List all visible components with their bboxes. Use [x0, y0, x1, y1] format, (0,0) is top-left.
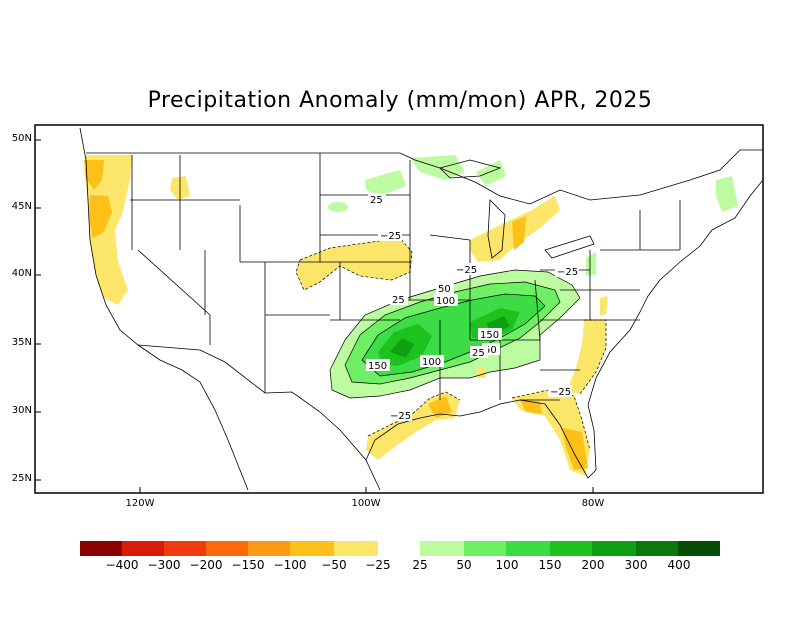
drier-region-panhandle — [520, 400, 542, 414]
colorbar-label: 150 — [538, 558, 562, 572]
colorbar-label: −50 — [321, 558, 347, 572]
colorbar-swatch — [420, 541, 464, 556]
contour-label: 25 — [370, 195, 383, 206]
contour-label: 150 — [368, 361, 387, 372]
anomaly-shading — [84, 155, 738, 476]
lon-tick-label: 100W — [351, 498, 381, 509]
dry-region-virginia-small — [600, 296, 608, 316]
colorbar-swatch — [334, 541, 378, 556]
drier-region-michigan — [512, 216, 526, 250]
contour-label: 25 — [472, 348, 485, 359]
colorbar-label: −100 — [273, 558, 307, 572]
contour-label: −25 — [557, 267, 578, 278]
colorbar-label: 400 — [667, 558, 691, 572]
colorbar-label: −25 — [365, 558, 391, 572]
contour-label: −25 — [380, 231, 401, 242]
wet-region-nebraska-small — [328, 202, 348, 212]
wet-region-maine — [716, 176, 738, 212]
dry-region-alabama-small — [478, 368, 486, 378]
chart-title: Precipitation Anomaly (mm/mon) APR, 2025 — [147, 88, 653, 113]
contour-lines — [295, 237, 607, 451]
colorbar-swatch — [164, 541, 206, 556]
border-mexico — [137, 344, 381, 491]
lat-tick-label: 50N — [11, 133, 32, 144]
lat-tick-label: 45N — [11, 201, 32, 212]
colorbar-label: 300 — [624, 558, 648, 572]
colorbar-swatch — [206, 541, 248, 556]
lat-tick-label: 30N — [11, 405, 32, 416]
lat-tick-label: 35N — [11, 337, 32, 348]
colorbar-swatch — [506, 541, 550, 556]
contour-label: 100 — [422, 357, 441, 368]
colorbar-label: −400 — [105, 558, 139, 572]
drier-region-louisiana — [428, 396, 452, 418]
state-lines-central — [320, 160, 640, 400]
lon-tick-label: 80W — [581, 498, 605, 509]
state-lines-west — [130, 153, 330, 393]
drier-region-oregon — [89, 195, 112, 238]
contour-label: 50 — [484, 345, 497, 356]
contour-label: −25 — [390, 411, 411, 422]
wet-region-dakotas — [365, 170, 406, 196]
colorbar-swatch — [378, 541, 420, 556]
border-canada — [86, 149, 763, 205]
colorbar-label: −200 — [189, 558, 223, 572]
state-lines-east — [520, 200, 681, 401]
lat-tick-label: 40N — [11, 268, 32, 279]
colorbar-label: −150 — [231, 558, 265, 572]
lake-erie — [544, 235, 595, 259]
contour-label: 150 — [480, 330, 499, 341]
lake-michigan — [487, 199, 506, 259]
colorbar-swatch — [636, 541, 678, 556]
lake-superior — [439, 159, 502, 179]
dry-region-carolinas — [566, 320, 606, 394]
boundaries — [79, 127, 764, 491]
lat-tick-label: 25N — [11, 473, 32, 484]
colorbar-label: 25 — [412, 558, 428, 572]
colorbar-swatch — [122, 541, 164, 556]
colorbar-label: 100 — [495, 558, 519, 572]
colorbar-label: 200 — [581, 558, 605, 572]
colorbar-swatch — [80, 541, 122, 556]
colorbar-label: 50 — [456, 558, 472, 572]
drier-region-florida — [562, 428, 588, 470]
dry-region-west-coast — [84, 155, 132, 305]
wet-region-upper-michigan — [476, 160, 506, 186]
contour-label: 100 — [436, 296, 455, 307]
colorbar-label: −300 — [147, 558, 181, 572]
colorbar — [80, 541, 720, 556]
contour-label: −25 — [550, 387, 571, 398]
contour-label: −25 — [456, 265, 477, 276]
lon-tick-label: 120W — [125, 498, 155, 509]
drier-region-washington — [84, 160, 104, 190]
colorbar-swatch — [464, 541, 506, 556]
dry-region-plains — [296, 238, 412, 290]
colorbar-swatch — [592, 541, 636, 556]
contour-labels: 25 −25 −25 −25 25 50 100 150 50 25 150 1… — [366, 193, 579, 422]
contour-label: 25 — [392, 295, 405, 306]
contour-label: 50 — [438, 284, 451, 295]
colorbar-swatch — [678, 541, 720, 556]
colorbar-swatch — [290, 541, 334, 556]
coastline-east — [587, 179, 764, 406]
colorbar-swatch — [248, 541, 290, 556]
colorbar-swatch — [550, 541, 592, 556]
wet-region-200-core — [390, 338, 414, 358]
axis-ticks — [35, 139, 594, 493]
